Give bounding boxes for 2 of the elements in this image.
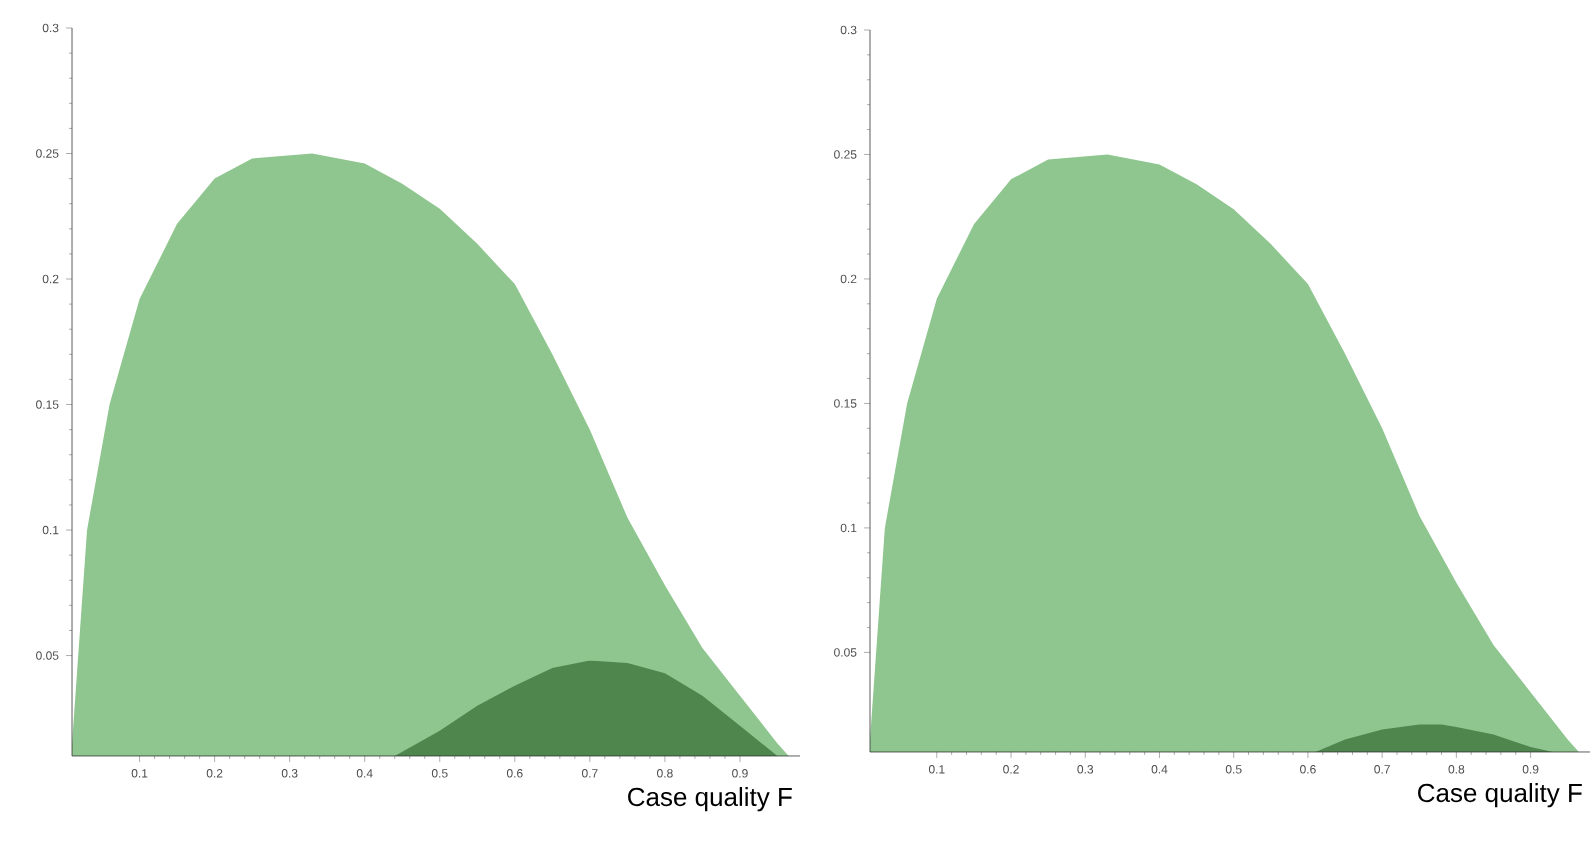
x-axis-title: Case quality F bbox=[628, 787, 792, 812]
x-axis-title: Case quality F bbox=[1418, 783, 1582, 808]
